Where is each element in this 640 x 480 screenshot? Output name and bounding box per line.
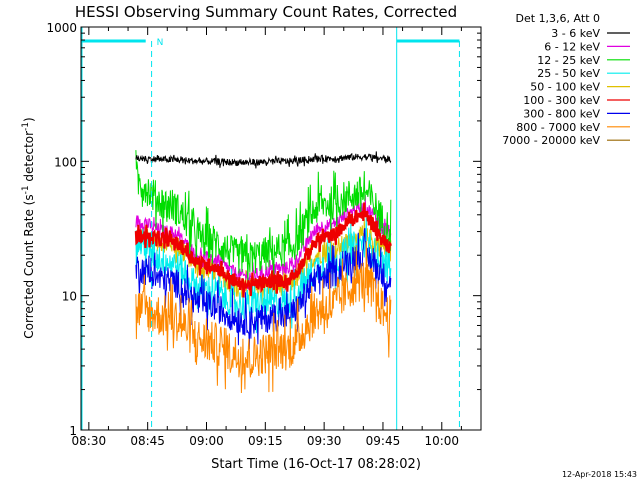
series-300-800-kev-line xyxy=(135,227,392,350)
y-tick-label: 10 xyxy=(62,290,77,304)
legend-label: 300 - 800 keV xyxy=(523,107,600,120)
x-tick-label: 09:00 xyxy=(189,434,224,448)
y-tick-label: 1000 xyxy=(46,21,77,35)
footer-timestamp: 12-Apr-2018 15:43 xyxy=(562,470,637,479)
plot-frame xyxy=(80,26,482,431)
series-100-300-kev-line xyxy=(134,202,392,298)
axes: 08:30 08:45 09:00 09:15 09:30 09:45 10:00 1 10 10… xyxy=(46,21,482,448)
legend-label: 50 - 100 keV xyxy=(530,81,600,94)
chart-title: HESSI Observing Summary Count Rates, Cor… xyxy=(75,3,457,21)
series-12-25-kev-line xyxy=(135,150,392,284)
series-800-7000-kev-line xyxy=(135,241,392,394)
eclipse-markers: N xyxy=(81,27,460,430)
legend-label: 12 - 25 keV xyxy=(537,54,600,67)
series-3-6-kev-line xyxy=(135,151,392,169)
x-tick-label: 08:30 xyxy=(72,434,107,448)
x-tick-label: 08:45 xyxy=(130,434,165,448)
legend-label: 25 - 50 keV xyxy=(537,67,600,80)
y-axis-label: Corrected Count Rate (s-1 detector-1) xyxy=(21,117,36,338)
series-layer xyxy=(134,150,392,394)
legend-label: 100 - 300 keV xyxy=(523,94,600,107)
legend-label: 3 - 6 keV xyxy=(551,27,600,40)
x-axis-label: Start Time (16-Oct-17 08:28:02) xyxy=(211,457,421,472)
night-marker-label: N xyxy=(157,38,164,48)
x-tick-label: 09:45 xyxy=(366,434,401,448)
legend-label: 800 - 7000 keV xyxy=(516,121,600,134)
x-tick-label: 09:15 xyxy=(248,434,283,448)
legend-label: 6 - 12 keV xyxy=(544,40,600,53)
x-tick-label: 10:00 xyxy=(424,434,459,448)
legend-title: Det 1,3,6, Att 0 xyxy=(516,12,600,25)
legend-label: 7000 - 20000 keV xyxy=(502,134,600,147)
y-tick-label: 100 xyxy=(54,155,77,169)
y-tick-label: 1 xyxy=(69,424,77,438)
x-tick-label: 09:30 xyxy=(307,434,342,448)
